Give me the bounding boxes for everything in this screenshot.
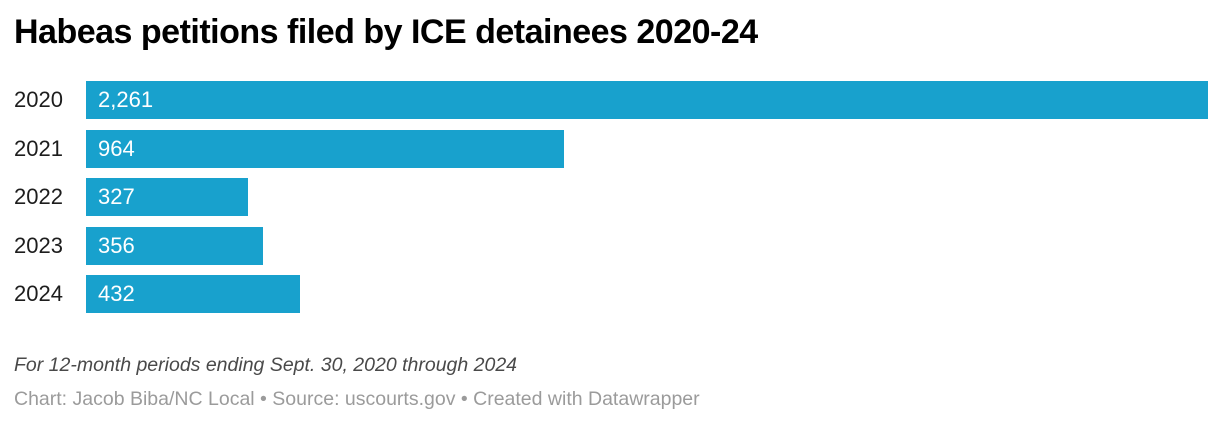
bar-row: 2022 327 bbox=[14, 178, 1208, 216]
chart-attribution: Chart: Jacob Biba/NC Local • Source: usc… bbox=[14, 388, 700, 410]
bar-row: 2024 432 bbox=[14, 275, 1208, 313]
bar-value-label: 964 bbox=[98, 135, 135, 161]
bar-row: 2021 964 bbox=[14, 129, 1208, 168]
category-label: 2022 bbox=[14, 184, 63, 209]
bar: 2,261 bbox=[86, 81, 1208, 119]
category-label: 2021 bbox=[14, 135, 63, 161]
bar-track: 964 bbox=[86, 129, 1208, 168]
category-label: 2020 bbox=[14, 87, 63, 112]
bar: 964 bbox=[86, 129, 565, 168]
bar-chart: 2020 2,261 2021 964 2022 327 2023 356 bbox=[0, 81, 1220, 313]
bar-value-label: 356 bbox=[98, 232, 135, 258]
chart-container: Habeas petitions filed by ICE detainees … bbox=[0, 12, 1220, 438]
bar-row: 2020 2,261 bbox=[14, 81, 1208, 119]
bar-value-label: 432 bbox=[98, 281, 135, 306]
bar-track: 356 bbox=[86, 226, 1208, 265]
category-label: 2023 bbox=[14, 232, 63, 258]
bar-row: 2023 356 bbox=[14, 226, 1208, 265]
bar-value-label: 327 bbox=[98, 184, 135, 209]
bar-track: 432 bbox=[86, 275, 1208, 313]
bar: 432 bbox=[86, 275, 301, 313]
category-label: 2024 bbox=[14, 281, 63, 306]
chart-title: Habeas petitions filed by ICE detainees … bbox=[14, 13, 758, 51]
bar-track: 2,261 bbox=[86, 81, 1208, 119]
bar-value-label: 2,261 bbox=[98, 87, 154, 112]
chart-note: For 12-month periods ending Sept. 30, 20… bbox=[14, 354, 518, 376]
bar-track: 327 bbox=[86, 178, 1208, 216]
bar: 356 bbox=[86, 226, 263, 265]
bar: 327 bbox=[86, 178, 249, 216]
